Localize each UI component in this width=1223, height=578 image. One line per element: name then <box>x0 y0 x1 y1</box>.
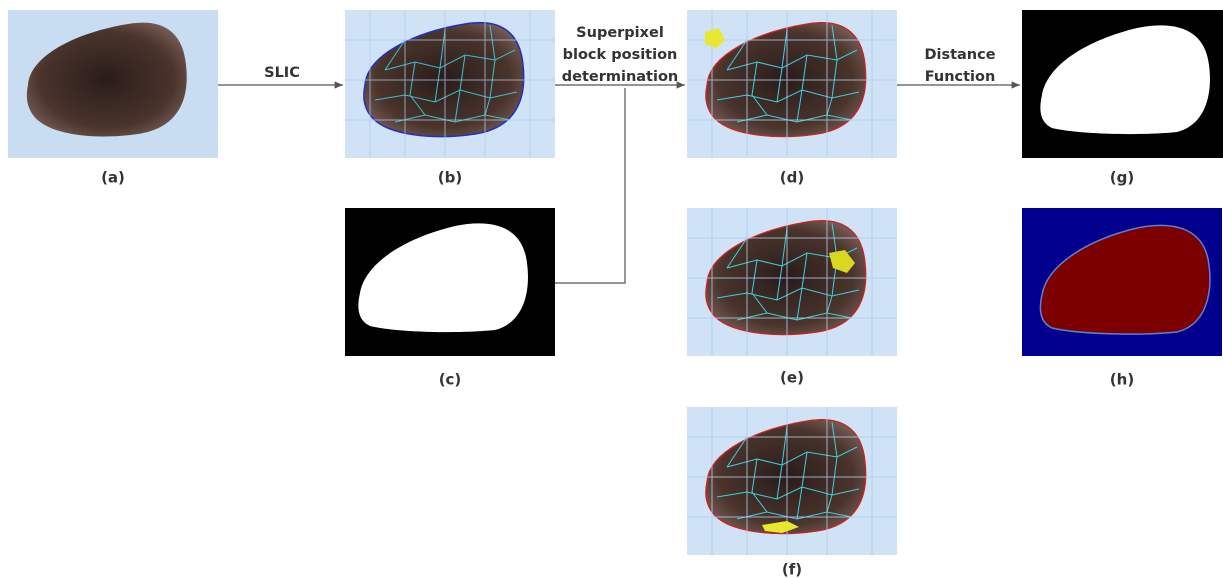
panel-g <box>1022 10 1223 158</box>
panel-c <box>345 208 555 356</box>
step-label: Function <box>925 69 996 85</box>
panel-label: (c) <box>439 371 462 389</box>
step-label: determination <box>562 69 679 85</box>
step-label: Distance <box>924 47 995 63</box>
panel-a <box>8 10 218 158</box>
step-label: SLIC <box>264 65 300 81</box>
panel-label: (e) <box>780 369 804 387</box>
panel-label: (b) <box>438 169 462 187</box>
panel-label: (g) <box>1110 169 1134 187</box>
panel-d <box>687 10 897 158</box>
panel-label: (a) <box>101 169 125 187</box>
page: {"steps": {"slic": "SLIC", "superpixel":… <box>0 0 1223 578</box>
step-label: block position <box>563 47 678 63</box>
panel-e <box>687 208 897 356</box>
panel-label: (f) <box>782 561 802 578</box>
panel-b <box>345 10 555 158</box>
diagram: SLIC Superpixel block position determina… <box>0 0 1223 578</box>
connector <box>555 88 625 283</box>
panel-label: (d) <box>780 169 804 187</box>
panel-h <box>1022 208 1222 356</box>
step-label: Superpixel <box>576 25 664 41</box>
panel-f <box>687 407 897 555</box>
panel-label: (h) <box>1110 371 1134 389</box>
